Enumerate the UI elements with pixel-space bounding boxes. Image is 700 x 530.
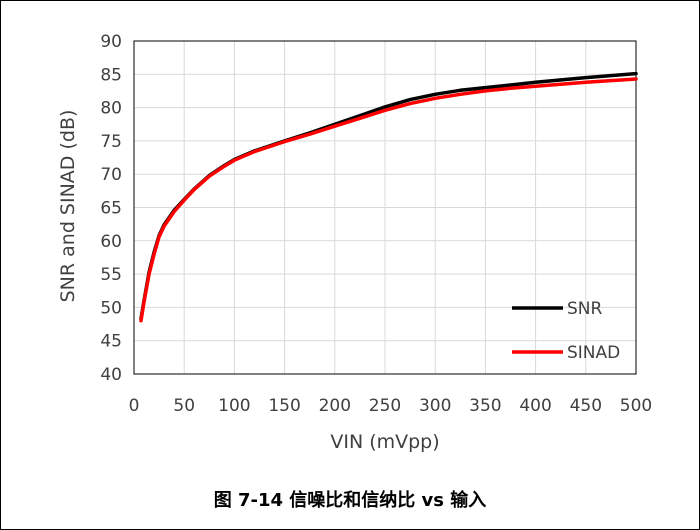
x-tick-label: 0 <box>129 396 140 416</box>
y-tick-label: 50 <box>100 298 122 318</box>
y-tick-label: 70 <box>100 165 122 185</box>
x-tick-label: 350 <box>469 396 501 416</box>
snr-sinad-chart: 40 45 50 55 60 65 70 75 80 85 90 0 50 100 150 200 250 30… <box>57 32 653 453</box>
x-tick-labels: 0 50 100 150 200 250 300 350 400 450 500 <box>129 396 653 416</box>
legend: SNR SINAD <box>512 299 620 363</box>
legend-label-sinad: SINAD <box>567 343 620 363</box>
series-lines <box>139 71 638 323</box>
x-axis-label: VIN (mVpp) <box>330 431 439 453</box>
y-tick-label: 85 <box>100 65 122 85</box>
y-axis-label: SNR and SINAD (dB) <box>57 110 79 303</box>
y-tick-label: 90 <box>100 32 122 52</box>
plot-area-border <box>133 40 637 375</box>
series-line-sinad <box>139 77 638 323</box>
y-tick-label: 45 <box>100 332 122 352</box>
y-tick-label: 65 <box>100 199 122 219</box>
figure-caption: 图 7-14 信噪比和信纳比 vs 输入 <box>213 490 487 511</box>
x-tick-label: 300 <box>419 396 451 416</box>
y-tick-label: 55 <box>100 265 122 285</box>
x-tick-label: 200 <box>319 396 351 416</box>
y-tick-label: 75 <box>100 132 122 152</box>
x-tick-label: 50 <box>173 396 195 416</box>
x-tick-label: 150 <box>268 396 300 416</box>
x-tick-label: 500 <box>620 396 652 416</box>
grid-lines <box>133 40 637 375</box>
x-tick-label: 100 <box>218 396 250 416</box>
legend-label-snr: SNR <box>567 299 603 319</box>
y-tick-labels: 40 45 50 55 60 65 70 75 80 85 90 <box>100 32 122 385</box>
y-tick-label: 60 <box>100 232 122 252</box>
y-tick-label: 80 <box>100 99 122 119</box>
x-tick-label: 450 <box>570 396 602 416</box>
x-tick-label: 250 <box>369 396 401 416</box>
y-tick-label: 40 <box>100 365 122 385</box>
x-tick-label: 400 <box>519 396 551 416</box>
